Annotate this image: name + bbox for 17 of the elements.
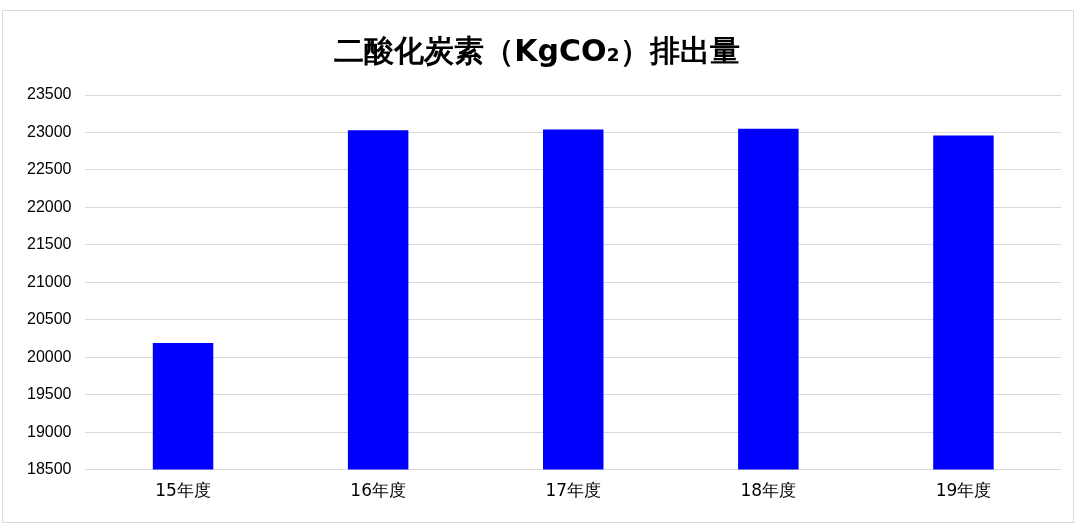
y-tick-label: 23500: [26, 85, 72, 103]
chart-title: 二酸化炭素（KgCO₂）排出量: [334, 32, 740, 68]
x-tick-label: 15年度: [155, 480, 211, 501]
x-tick-label: 17年度: [545, 480, 602, 501]
x-tick-label: 16年度: [350, 480, 406, 501]
y-tick-label: 18500: [26, 460, 72, 478]
y-tick-label: 22000: [26, 197, 72, 215]
x-tick-label: 18年度: [740, 480, 797, 501]
y-tick-label: 21500: [26, 235, 72, 253]
y-tick-label: 21000: [26, 272, 72, 290]
y-tick-label: 19000: [26, 422, 72, 440]
y-tick-label: 22500: [26, 160, 72, 178]
y-tick-label: 19500: [26, 385, 72, 403]
y-tick-label: 23000: [26, 122, 72, 140]
y-tick-label: 20500: [26, 310, 72, 328]
x-tick-label: 19年度: [935, 480, 992, 501]
y-tick-label: 20000: [26, 347, 72, 365]
